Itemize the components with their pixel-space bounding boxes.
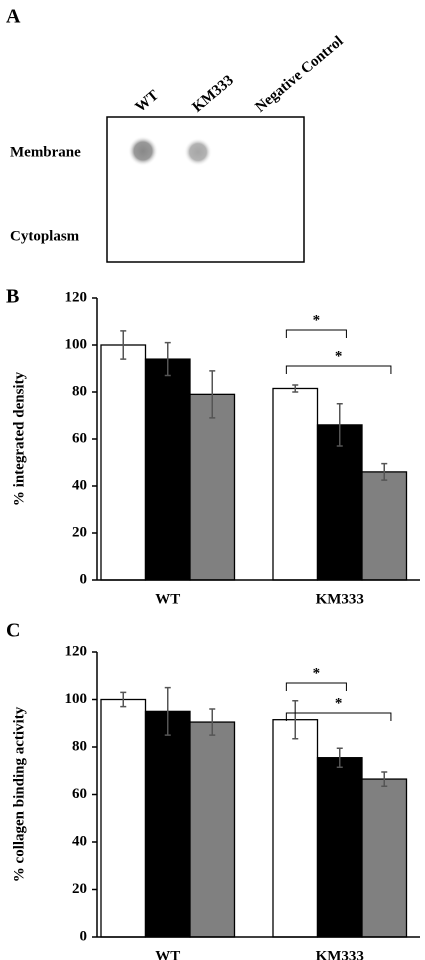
bar xyxy=(189,393,236,581)
bar xyxy=(100,344,147,581)
bar xyxy=(361,471,408,581)
y-tick-label: 20 xyxy=(72,881,87,897)
error-bar xyxy=(381,771,388,787)
y-tick-label: 120 xyxy=(65,643,88,659)
error-bar xyxy=(209,708,216,736)
x-tick-label: WT xyxy=(155,948,180,960)
error-bar xyxy=(292,384,299,393)
significance-bracket xyxy=(285,329,347,338)
y-axis-label: % integrated density xyxy=(11,371,27,506)
y-tick-label: 80 xyxy=(72,383,87,399)
error-bar xyxy=(336,747,343,768)
significance-bracket xyxy=(285,712,392,721)
bar xyxy=(144,358,191,581)
y-tick-label: 0 xyxy=(80,571,88,587)
panel-label: C xyxy=(6,620,20,642)
y-tick-label: 0 xyxy=(80,928,88,944)
panel-label: A xyxy=(6,6,21,28)
significance-label: * xyxy=(335,695,343,711)
significance-label: * xyxy=(313,312,321,328)
bar xyxy=(144,710,191,938)
x-tick-label: WT xyxy=(155,591,180,607)
y-tick-label: 80 xyxy=(72,738,87,754)
bar xyxy=(189,721,236,938)
error-bar xyxy=(209,370,216,419)
y-tick-label: 60 xyxy=(72,786,87,802)
error-bar xyxy=(292,699,299,740)
bar xyxy=(316,757,363,938)
error-bar xyxy=(336,403,343,447)
y-tick-label: 40 xyxy=(72,833,87,849)
bar xyxy=(272,719,319,938)
blot-column-label: WT xyxy=(132,87,161,115)
x-tick-label: KM333 xyxy=(316,591,364,607)
bar xyxy=(316,424,363,581)
significance-label: * xyxy=(335,348,343,364)
significance-label: * xyxy=(313,665,321,681)
y-tick-label: 100 xyxy=(65,336,88,352)
blot-column-label: Negative Control xyxy=(252,33,346,116)
significance-bracket xyxy=(285,365,392,374)
blot-spot xyxy=(184,138,212,166)
bar xyxy=(272,387,319,581)
blot-column-label: KM333 xyxy=(189,72,236,115)
y-tick-label: 120 xyxy=(65,289,88,305)
y-tick-label: 100 xyxy=(65,691,88,707)
error-bar xyxy=(120,330,127,360)
significance-bracket xyxy=(285,682,347,691)
bar xyxy=(100,698,147,938)
error-bar xyxy=(381,462,388,481)
x-tick-label: KM333 xyxy=(316,948,364,960)
error-bar xyxy=(164,341,171,377)
blot-spot xyxy=(128,136,158,166)
y-tick-label: 20 xyxy=(72,524,87,540)
blot-row-label: Membrane xyxy=(10,144,81,160)
y-tick-label: 60 xyxy=(72,430,87,446)
bar xyxy=(361,778,408,938)
y-axis-label: % collagen binding activity xyxy=(11,706,27,882)
blot-row-label: Cytoplasm xyxy=(10,228,80,244)
y-tick-label: 40 xyxy=(72,477,87,493)
panel-label: B xyxy=(6,286,19,308)
error-bar xyxy=(120,691,127,708)
error-bar xyxy=(164,686,171,736)
